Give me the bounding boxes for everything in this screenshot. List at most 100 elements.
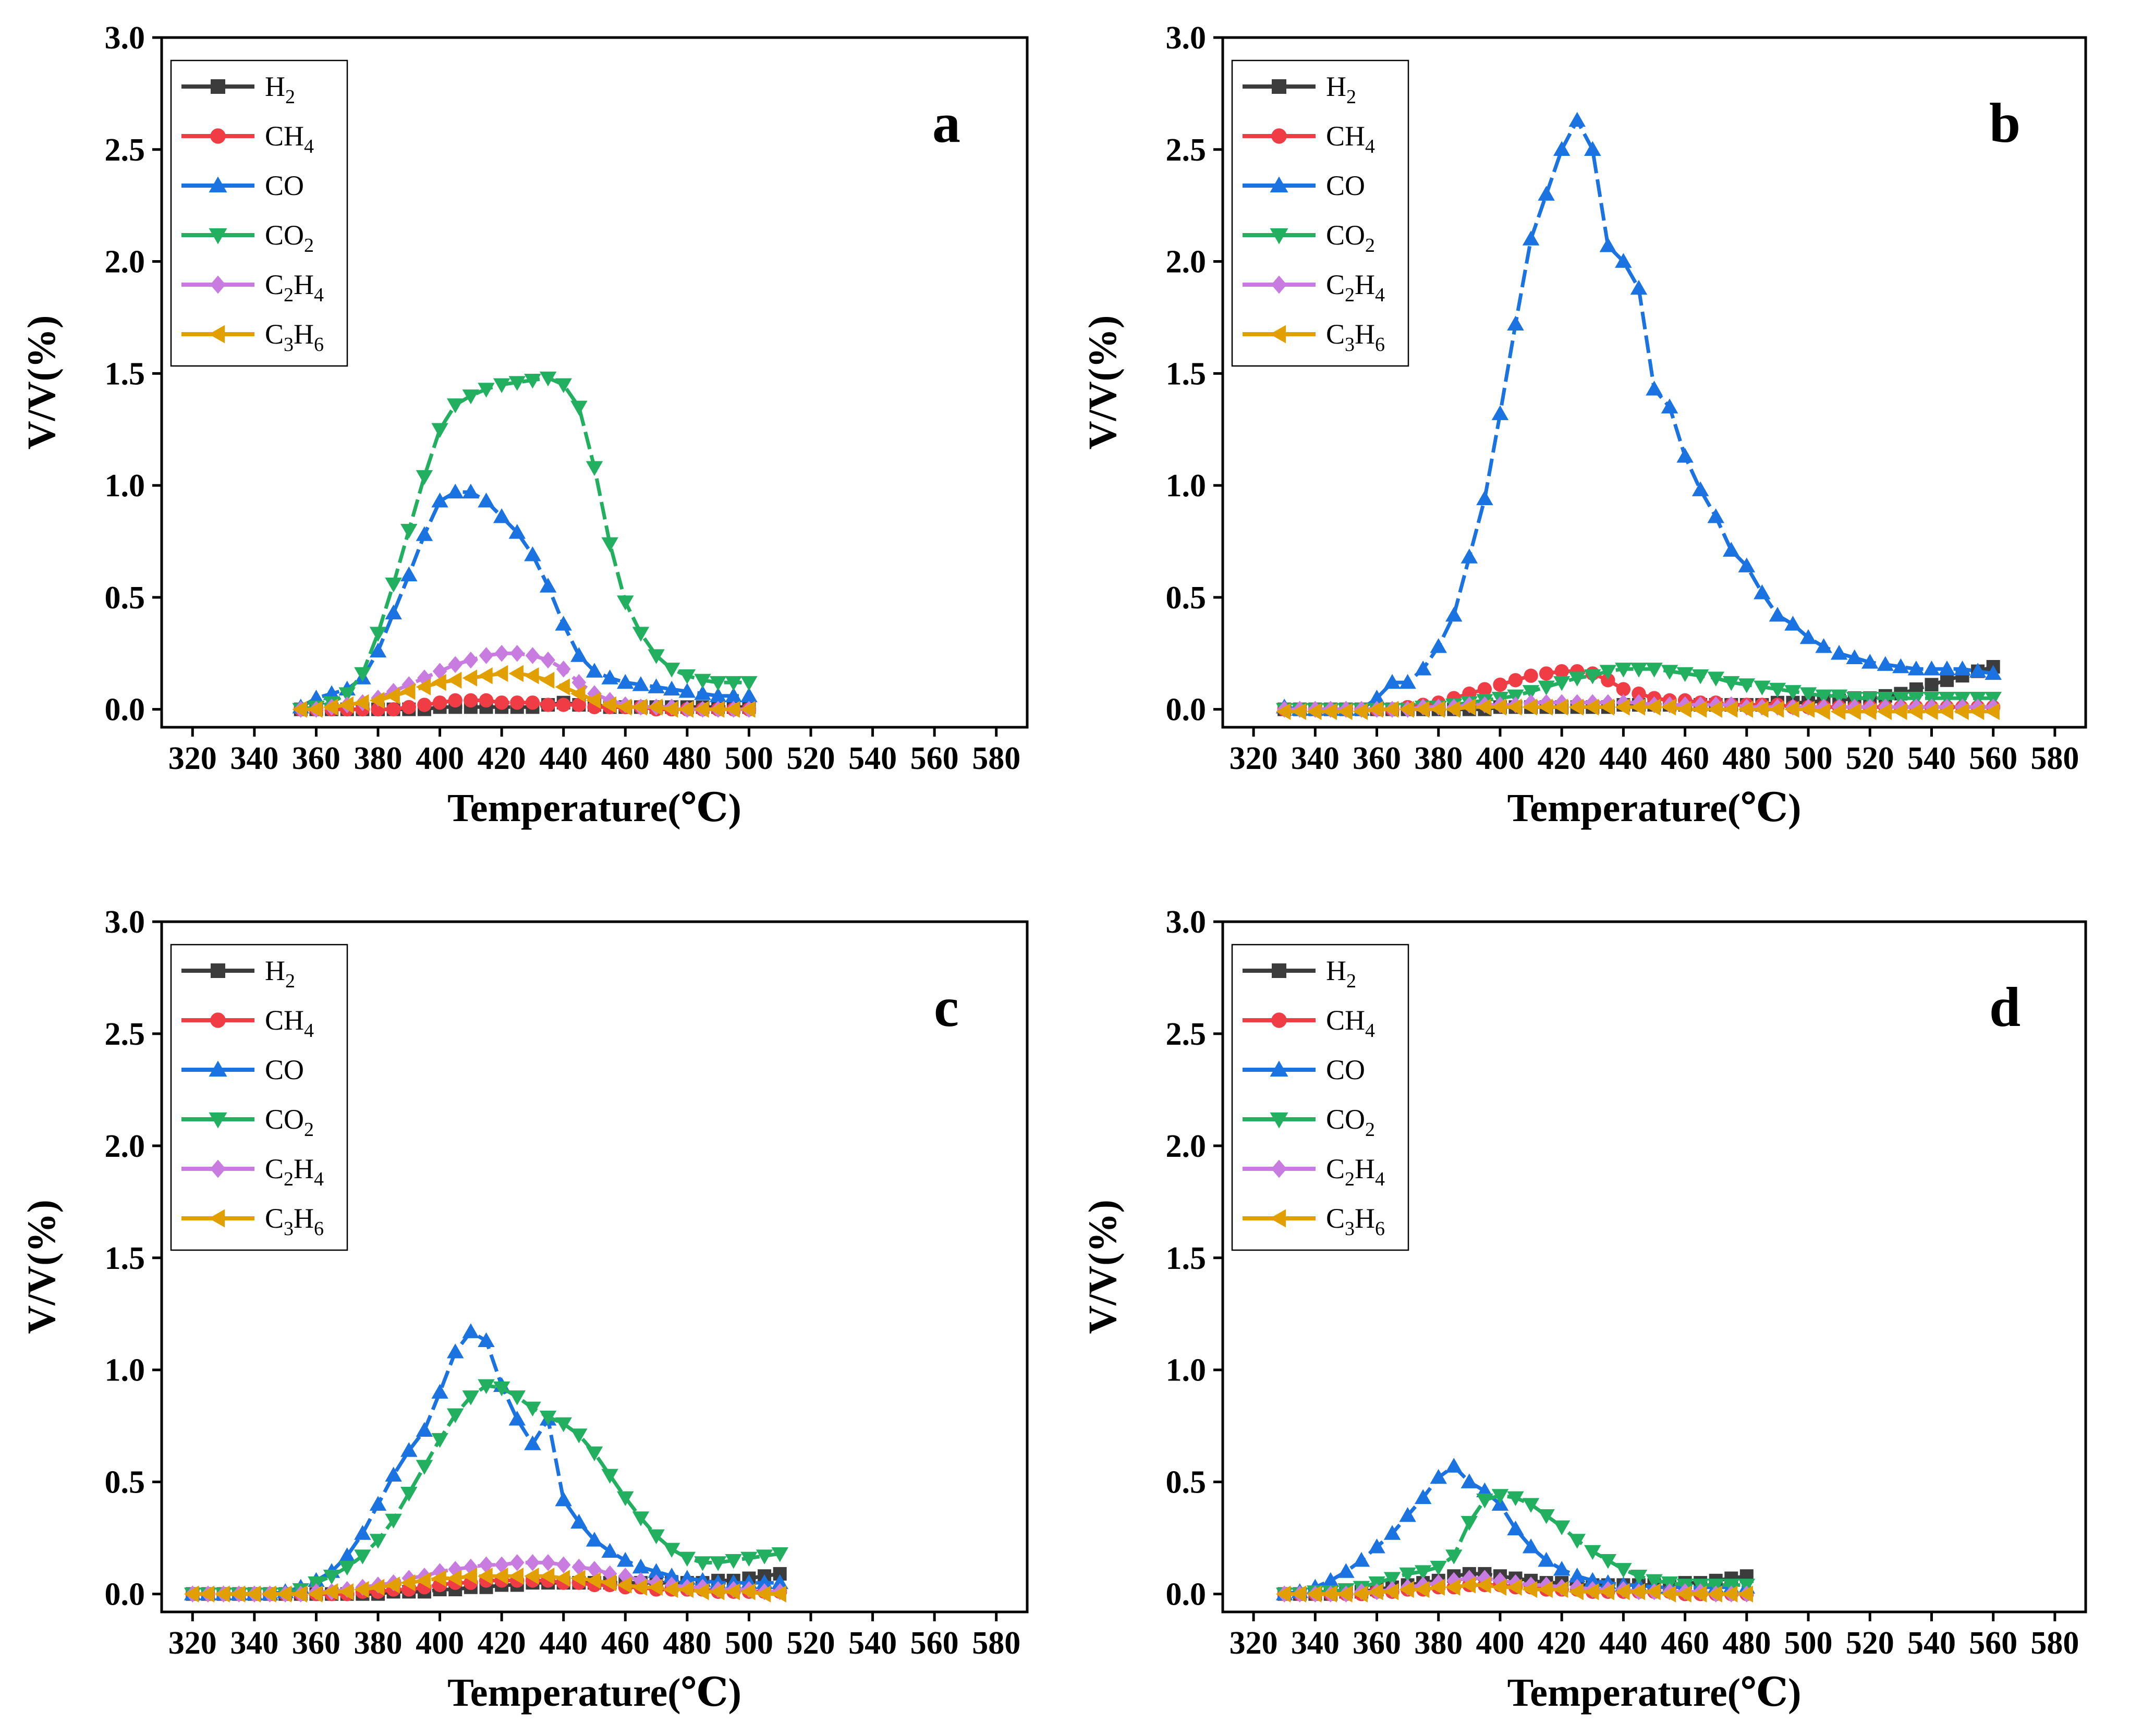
data-point — [1507, 1520, 1524, 1536]
data-point — [446, 1570, 462, 1587]
panel-c: 320 340 360 380 400 420 440 460 480 500 520 540 560 5… — [20, 904, 1029, 1715]
data-point — [617, 1576, 632, 1594]
data-point — [1599, 237, 1617, 252]
data-point — [678, 669, 696, 684]
data-point — [1938, 703, 1954, 720]
data-point — [448, 693, 462, 708]
data-point — [1754, 701, 1769, 718]
data-point — [494, 645, 509, 662]
data-point — [1383, 1572, 1401, 1587]
x-tick-label: 320 — [168, 741, 217, 776]
x-tick-label: 460 — [1661, 741, 1709, 776]
data-point — [431, 492, 448, 508]
data-point — [493, 1567, 508, 1585]
data-point — [1861, 654, 1879, 669]
legend: H2 CH4 CO CO2 C2H4 C3H6 — [1231, 944, 1409, 1251]
data-point — [1568, 699, 1584, 716]
data-point — [431, 1570, 446, 1587]
legend-marker — [1271, 1159, 1287, 1178]
x-axis-label: Temperature(℃) — [447, 1671, 741, 1715]
data-point — [617, 1491, 634, 1507]
legend-item-C3H6: C3H6 — [1243, 319, 1385, 356]
data-point — [1460, 1473, 1478, 1488]
data-point — [1784, 685, 1802, 700]
data-point — [1877, 656, 1894, 671]
legend-label: C2H4 — [265, 269, 324, 306]
data-point — [756, 1549, 773, 1564]
data-point — [694, 1583, 709, 1600]
data-point — [385, 1466, 402, 1482]
data-point — [1799, 701, 1815, 718]
data-point — [1676, 701, 1691, 718]
data-point — [1522, 699, 1538, 716]
data-point — [1784, 616, 1802, 631]
data-point — [1568, 1567, 1586, 1583]
data-point — [400, 1574, 416, 1592]
data-point — [740, 1583, 756, 1600]
y-tick-label: 1.5 — [105, 1241, 145, 1276]
data-point — [663, 680, 680, 696]
data-point — [1784, 701, 1799, 718]
data-point — [1815, 638, 1832, 653]
data-point — [570, 400, 588, 415]
data-point — [292, 1585, 307, 1603]
data-point — [1322, 703, 1337, 720]
data-point — [709, 1556, 727, 1571]
legend-box — [1231, 944, 1409, 1251]
data-point — [556, 698, 571, 712]
data-point — [1676, 667, 1694, 682]
data-point — [1925, 678, 1939, 692]
data-point — [632, 1511, 650, 1526]
data-point — [1815, 703, 1830, 720]
data-point — [1553, 676, 1571, 691]
legend-item-C3H6: C3H6 — [181, 1203, 324, 1240]
data-point — [385, 1576, 400, 1594]
data-point — [1769, 701, 1784, 718]
data-point — [1923, 661, 1940, 676]
data-point — [648, 678, 665, 693]
data-point — [539, 671, 555, 689]
data-point — [446, 483, 464, 499]
data-point — [1307, 1585, 1322, 1603]
panel-a: 320 340 360 380 400 420 440 460 480 500 520 540 560 5… — [20, 20, 1029, 830]
legend-marker — [1272, 79, 1286, 94]
data-point — [539, 1567, 555, 1585]
data-point — [199, 1585, 215, 1603]
legend-label: CH4 — [265, 120, 314, 157]
data-point — [617, 699, 632, 716]
data-point — [539, 578, 557, 593]
legend-item-CO: CO — [1243, 1054, 1365, 1085]
data-point — [555, 1417, 572, 1433]
data-point — [1599, 699, 1615, 716]
legend-label: CO — [1326, 170, 1365, 201]
y-tick-label: 0.0 — [105, 1577, 145, 1612]
data-point — [479, 1556, 494, 1573]
data-point — [369, 1496, 387, 1511]
data-point — [555, 678, 570, 695]
data-point — [709, 676, 727, 691]
x-tick-label: 340 — [1291, 741, 1340, 776]
legend-marker — [1270, 325, 1286, 344]
data-point — [1938, 661, 1956, 676]
data-point — [539, 1410, 557, 1426]
data-point — [1723, 701, 1738, 718]
data-point — [431, 674, 446, 691]
data-point — [525, 647, 540, 664]
data-point — [446, 398, 464, 413]
data-point — [464, 693, 478, 708]
data-point — [570, 685, 586, 702]
data-point — [494, 1556, 509, 1573]
data-point — [648, 699, 663, 716]
data-point — [678, 1570, 696, 1585]
data-point — [354, 1549, 371, 1564]
data-point — [694, 701, 709, 718]
x-tick-label: 340 — [230, 741, 278, 776]
data-point — [555, 378, 572, 394]
data-point — [446, 1408, 464, 1423]
data-point — [663, 1581, 678, 1598]
data-point — [1969, 703, 1985, 720]
legend-item-C3H6: C3H6 — [1243, 1203, 1385, 1240]
y-tick-label: 2.0 — [105, 1129, 145, 1164]
data-point — [215, 1585, 230, 1603]
